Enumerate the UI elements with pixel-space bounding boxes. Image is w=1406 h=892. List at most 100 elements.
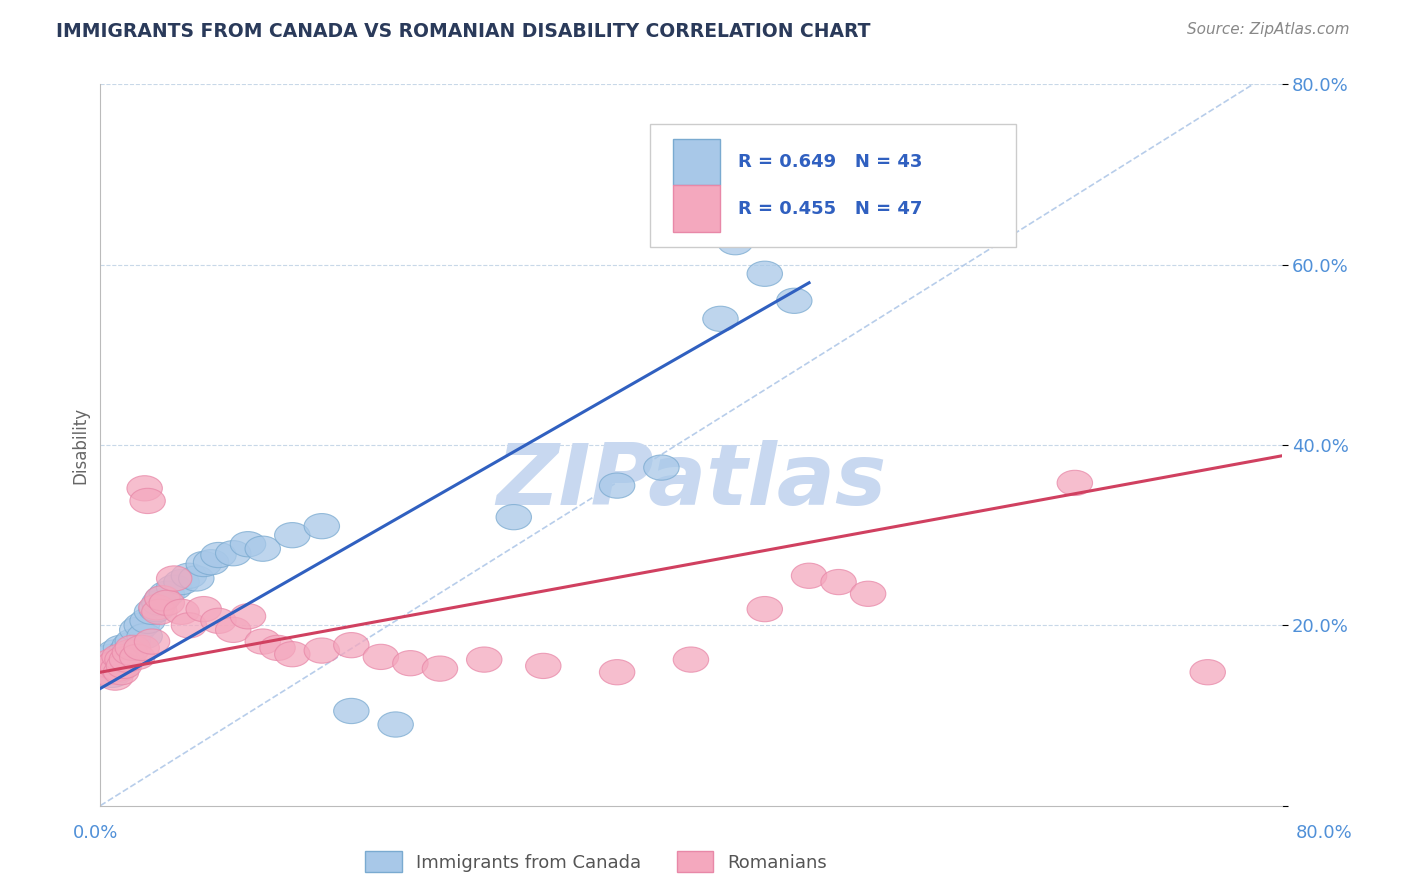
Ellipse shape xyxy=(93,644,128,670)
Ellipse shape xyxy=(112,640,148,665)
Ellipse shape xyxy=(107,653,142,679)
Ellipse shape xyxy=(97,650,132,676)
Ellipse shape xyxy=(496,505,531,530)
Ellipse shape xyxy=(100,657,136,683)
Ellipse shape xyxy=(97,665,132,690)
Ellipse shape xyxy=(124,613,159,638)
Ellipse shape xyxy=(149,591,184,615)
Ellipse shape xyxy=(145,586,180,611)
Ellipse shape xyxy=(201,542,236,567)
Ellipse shape xyxy=(851,582,886,607)
Ellipse shape xyxy=(186,551,221,576)
Bar xyxy=(673,186,720,232)
Ellipse shape xyxy=(821,569,856,595)
Ellipse shape xyxy=(145,586,180,611)
Ellipse shape xyxy=(110,647,145,673)
Ellipse shape xyxy=(94,662,129,688)
Ellipse shape xyxy=(776,288,813,313)
Ellipse shape xyxy=(156,574,191,600)
Ellipse shape xyxy=(129,608,166,633)
Ellipse shape xyxy=(124,635,159,660)
Ellipse shape xyxy=(378,712,413,737)
Ellipse shape xyxy=(1189,659,1226,685)
Ellipse shape xyxy=(103,659,139,685)
Ellipse shape xyxy=(100,656,136,681)
Ellipse shape xyxy=(644,455,679,480)
Ellipse shape xyxy=(274,641,309,667)
Ellipse shape xyxy=(422,656,458,681)
Ellipse shape xyxy=(747,597,783,622)
Ellipse shape xyxy=(717,229,754,255)
Ellipse shape xyxy=(179,566,214,591)
Text: 80.0%: 80.0% xyxy=(1296,824,1353,842)
Ellipse shape xyxy=(245,536,280,561)
Ellipse shape xyxy=(112,632,148,657)
Ellipse shape xyxy=(120,644,155,670)
Ellipse shape xyxy=(165,569,200,595)
Ellipse shape xyxy=(127,475,162,501)
Y-axis label: Disability: Disability xyxy=(72,407,89,483)
Ellipse shape xyxy=(101,647,138,673)
Text: ZIPatlas: ZIPatlas xyxy=(496,440,886,523)
Ellipse shape xyxy=(105,647,141,673)
Ellipse shape xyxy=(107,641,142,667)
Ellipse shape xyxy=(120,617,155,642)
Ellipse shape xyxy=(129,488,166,514)
Ellipse shape xyxy=(142,599,177,624)
Ellipse shape xyxy=(194,549,229,574)
Text: R = 0.649   N = 43: R = 0.649 N = 43 xyxy=(738,153,922,171)
Ellipse shape xyxy=(260,635,295,660)
Ellipse shape xyxy=(363,644,398,670)
Text: 0.0%: 0.0% xyxy=(73,824,118,842)
Ellipse shape xyxy=(97,640,132,665)
Ellipse shape xyxy=(110,638,145,664)
Ellipse shape xyxy=(304,514,339,539)
Ellipse shape xyxy=(156,566,191,591)
Text: Source: ZipAtlas.com: Source: ZipAtlas.com xyxy=(1187,22,1350,37)
Ellipse shape xyxy=(94,648,129,674)
Bar xyxy=(673,138,720,186)
Ellipse shape xyxy=(747,261,783,286)
Ellipse shape xyxy=(142,591,177,615)
Ellipse shape xyxy=(392,650,429,676)
Ellipse shape xyxy=(90,659,125,685)
Ellipse shape xyxy=(201,608,236,633)
Ellipse shape xyxy=(245,629,280,654)
Ellipse shape xyxy=(172,613,207,638)
Ellipse shape xyxy=(215,541,250,566)
Ellipse shape xyxy=(526,653,561,679)
Ellipse shape xyxy=(105,653,141,679)
Ellipse shape xyxy=(215,617,250,642)
Text: R = 0.455   N = 47: R = 0.455 N = 47 xyxy=(738,200,922,218)
Ellipse shape xyxy=(90,653,125,679)
Ellipse shape xyxy=(673,647,709,673)
Text: IMMIGRANTS FROM CANADA VS ROMANIAN DISABILITY CORRELATION CHART: IMMIGRANTS FROM CANADA VS ROMANIAN DISAB… xyxy=(56,22,870,41)
Ellipse shape xyxy=(304,638,339,664)
Ellipse shape xyxy=(165,599,200,624)
Ellipse shape xyxy=(139,597,174,622)
Ellipse shape xyxy=(274,523,309,548)
FancyBboxPatch shape xyxy=(650,124,1015,247)
Ellipse shape xyxy=(703,306,738,332)
Ellipse shape xyxy=(101,644,138,670)
Ellipse shape xyxy=(186,597,221,622)
Ellipse shape xyxy=(115,635,150,660)
Ellipse shape xyxy=(467,647,502,673)
Ellipse shape xyxy=(135,629,170,654)
Ellipse shape xyxy=(93,653,128,679)
Ellipse shape xyxy=(135,599,170,624)
Ellipse shape xyxy=(97,650,132,676)
Ellipse shape xyxy=(172,563,207,589)
Ellipse shape xyxy=(231,532,266,557)
Ellipse shape xyxy=(127,624,162,648)
Ellipse shape xyxy=(333,632,368,657)
Ellipse shape xyxy=(599,659,636,685)
Ellipse shape xyxy=(139,595,174,620)
Ellipse shape xyxy=(149,582,184,607)
Legend: Immigrants from Canada, Romanians: Immigrants from Canada, Romanians xyxy=(359,844,835,880)
Ellipse shape xyxy=(103,635,139,660)
Ellipse shape xyxy=(333,698,368,723)
Ellipse shape xyxy=(599,473,636,499)
Ellipse shape xyxy=(231,604,266,629)
Ellipse shape xyxy=(1057,470,1092,496)
